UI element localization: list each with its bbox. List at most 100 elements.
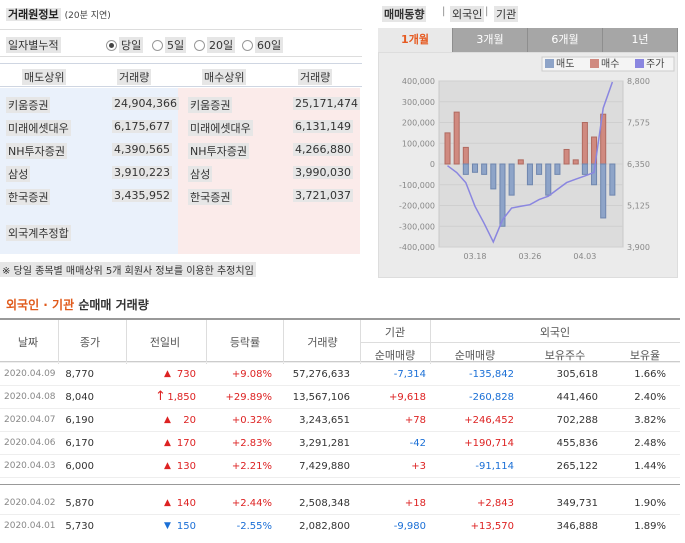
- foreign-link[interactable]: 외국인: [450, 6, 485, 22]
- buy-broker-volume: 6,131,149: [293, 120, 353, 133]
- cell-foreign-net: +13,570: [470, 521, 514, 532]
- radio-20day[interactable]: 20일: [194, 37, 236, 53]
- cell-foreign-net: +2,843: [476, 498, 514, 509]
- radio-60day[interactable]: 60일: [242, 37, 284, 53]
- cell-foreign-hold: 702,288: [556, 415, 598, 426]
- tab-1year[interactable]: 1년: [603, 28, 678, 52]
- tab-6month[interactable]: 6개월: [528, 28, 603, 52]
- down-arrow-icon: ▼: [164, 521, 171, 531]
- cell-foreign-hold: 305,618: [556, 369, 598, 380]
- table-header: 날짜 종가 전일비 등락률 거래량 기관 순매매량 외국인 순매매량 보유주수 …: [0, 318, 680, 364]
- trade-info-panel: 거래원정보 (20분 지연) 일자별누적 당일 5일 20일 60일 매도상위 거…: [0, 0, 362, 282]
- buy-broker-volume: 25,171,474: [293, 97, 360, 110]
- cell-volume: 3,291,281: [299, 438, 350, 449]
- cell-close: 8,770: [65, 369, 94, 380]
- divider: |: [485, 6, 489, 17]
- sell-broker-volume: 3,910,223: [112, 166, 172, 179]
- cell-rate: -2.55%: [236, 521, 272, 532]
- cell-foreign-ratio: 1.44%: [634, 461, 666, 472]
- col-inst-net: 순매매량: [374, 349, 416, 362]
- table-row: 2020.04.01 5,730 ▼ 150 -2.55% 2,082,800 -9,980…: [0, 515, 680, 538]
- radio-label: 20일: [207, 37, 236, 53]
- col-foreign: 외국인: [539, 326, 571, 339]
- divider: |: [442, 6, 446, 17]
- buy-bar: [444, 132, 451, 165]
- cell-foreign-net: +190,714: [464, 438, 514, 449]
- y-tick-label: 0: [430, 160, 435, 169]
- radio-label: 60일: [255, 37, 284, 53]
- cell-foreign-ratio: 1.89%: [634, 521, 666, 532]
- institution-link[interactable]: 기관: [494, 6, 519, 22]
- cell-foreign-net: -135,842: [469, 369, 514, 380]
- cell-foreign-ratio: 2.40%: [634, 392, 666, 403]
- cell-volume: 2,508,348: [299, 498, 350, 509]
- sell-volume-header: 거래량: [117, 69, 152, 85]
- cell-rate: +0.32%: [231, 415, 272, 426]
- up-arrow-icon: ▲: [164, 438, 171, 448]
- buy-broker-volume: 3,721,037: [293, 189, 353, 202]
- cell-foreign-hold: 441,460: [556, 392, 598, 403]
- cell-foreign-hold: 349,731: [556, 498, 598, 509]
- radio-5day[interactable]: 5일: [152, 37, 187, 53]
- cell-foreign-ratio: 2.48%: [634, 438, 666, 449]
- cell-change: 150: [176, 521, 196, 532]
- y2-tick-label: 8,800: [627, 77, 650, 86]
- buy-broker-name: 삼성: [188, 166, 213, 182]
- cell-foreign-ratio: 3.82%: [634, 415, 666, 426]
- col-institution: 기관: [384, 326, 406, 339]
- sell-bar: [508, 163, 515, 196]
- cell-foreign-ratio: 1.90%: [634, 498, 666, 509]
- cell-inst-net: -9,980: [393, 521, 426, 532]
- cell-inst-net: +3: [411, 461, 426, 472]
- sell-bar: [471, 163, 479, 173]
- cell-close: 6,170: [65, 438, 94, 449]
- tab-3month[interactable]: 3개월: [453, 28, 528, 52]
- cell-date: 2020.04.01: [4, 521, 56, 531]
- buy-broker-volume: 3,990,030: [293, 166, 353, 179]
- y-tick-label: -300,000: [399, 222, 435, 231]
- sell-bar: [554, 163, 561, 175]
- cell-foreign-hold: 265,122: [556, 461, 598, 472]
- col-foreign-ratio: 보유율: [629, 349, 661, 362]
- y-tick-label: 100,000: [402, 139, 435, 148]
- radio-dot-icon: [106, 39, 117, 51]
- col-foreign-net: 순매매량: [454, 349, 496, 362]
- radio-dot-icon: [152, 39, 163, 51]
- buy-bar: [453, 111, 460, 165]
- buy-broker-name: 키움증권: [188, 97, 233, 113]
- cell-close: 6,190: [65, 415, 94, 426]
- sell-broker-name: 키움증권: [6, 97, 51, 113]
- estimate-note: ※ 당일 종목별 매매상위 5개 회원사 정보를 이용한 추정치임: [0, 262, 256, 277]
- sell-bar: [490, 163, 497, 190]
- cell-date: 2020.04.03: [4, 461, 56, 471]
- radio-today[interactable]: 당일: [106, 37, 144, 53]
- cell-change: 20: [183, 415, 196, 426]
- y-tick-label: -400,000: [399, 243, 435, 252]
- cell-foreign-net: +246,452: [464, 415, 514, 426]
- period-selector: 일자별누적 당일 5일 20일 60일: [0, 29, 362, 57]
- radio-dot-icon: [194, 39, 205, 51]
- cell-volume: 2,082,800: [299, 521, 350, 532]
- radio-label: 5일: [165, 37, 187, 53]
- cell-foreign-hold: 455,836: [556, 438, 598, 449]
- col-date: 날짜: [17, 336, 39, 349]
- cell-close: 5,870: [65, 498, 94, 509]
- cell-rate: +9.08%: [231, 369, 272, 380]
- cell-date: 2020.04.07: [4, 415, 56, 425]
- tab-1month[interactable]: 1개월: [378, 28, 453, 52]
- legend-swatch: [545, 59, 554, 68]
- cell-inst-net: -7,314: [393, 369, 426, 380]
- radio-dot-icon: [242, 39, 253, 51]
- cell-foreign-net: -91,114: [475, 461, 514, 472]
- buy-broker-name: NH투자증권: [188, 143, 249, 159]
- cell-date: 2020.04.06: [4, 438, 56, 448]
- cell-rate: +2.44%: [231, 498, 272, 509]
- buy-bar: [462, 146, 469, 165]
- legend-label: 매수: [601, 58, 619, 70]
- table-title-highlight: 외국인 · 기관: [6, 298, 75, 312]
- cell-foreign-hold: 346,888: [556, 521, 598, 532]
- sell-bar: [499, 163, 506, 227]
- sell-broker-name: 삼성: [6, 166, 31, 182]
- cell-volume: 3,243,651: [299, 415, 350, 426]
- up-arrow-icon: ▲: [164, 415, 171, 425]
